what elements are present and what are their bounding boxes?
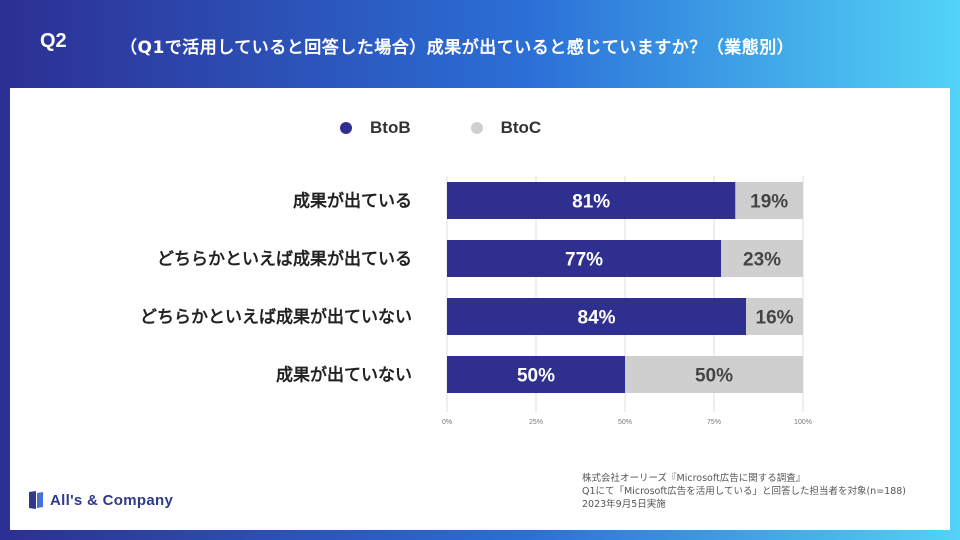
bar-segment-btoc — [735, 182, 803, 219]
footnote-source: 株式会社オーリーズ『Microsoft広告に関する調査』 — [582, 473, 806, 484]
data-label: 84% — [578, 308, 616, 329]
x-tick-label: 25% — [529, 419, 543, 426]
footnote: 株式会社オーリーズ『Microsoft広告に関する調査』 Q1にて「Micros… — [582, 472, 906, 511]
logo-text: All's & Company — [50, 491, 174, 509]
bar-segment-btob — [447, 240, 722, 277]
legend-item-btoc: BtoC — [470, 118, 542, 138]
category-label: どちらかといえば成果が出ている — [157, 249, 412, 270]
bar-segment-btob — [447, 356, 625, 393]
legend-swatch-btob — [340, 122, 352, 134]
question-title: （Q1で活用していると回答した場合）成果が出ていると感じていますか？（業態別） — [120, 38, 795, 58]
legend-label-btoc: BtoC — [500, 118, 542, 137]
data-label: 77% — [565, 250, 603, 271]
legend-label-btob: BtoB — [370, 118, 411, 137]
data-label: 81% — [572, 192, 610, 213]
x-tick-label: 75% — [707, 419, 721, 426]
category-label: どちらかといえば成果が出ていない — [140, 307, 412, 328]
bar-segment-btoc — [721, 240, 803, 277]
legend-item-btob: BtoB — [340, 118, 411, 138]
logo-mark-icon — [29, 491, 43, 509]
chart-panel: BtoB BtoC 0% 25% 50% 75% 100% 成果が出ている 81% 19% どち… — [10, 88, 950, 530]
data-label: 16% — [756, 308, 794, 329]
bar-segment-btoc — [746, 298, 803, 335]
question-number: Q2 — [40, 30, 67, 52]
data-label: 50% — [695, 366, 733, 387]
x-tick-label: 0% — [442, 419, 452, 426]
bar-segment-btoc — [625, 356, 803, 393]
data-label: 50% — [517, 366, 555, 387]
data-label: 19% — [750, 192, 788, 213]
chart-legend: BtoB BtoC — [340, 118, 541, 138]
bar-segment-btob — [447, 298, 747, 335]
category-label: 成果が出ている — [293, 191, 412, 212]
company-logo: All's & Company — [28, 490, 173, 510]
x-tick-label: 100% — [794, 419, 812, 426]
footnote-date: 2023年9月5日実施 — [582, 499, 666, 510]
header-bar: Q2 （Q1で活用していると回答した場合）成果が出ていると感じていますか？（業態… — [0, 0, 960, 88]
data-label: 23% — [743, 250, 781, 271]
legend-swatch-btoc — [470, 122, 483, 134]
x-tick-label: 50% — [618, 419, 632, 426]
stacked-bar-chart: 0% 25% 50% 75% 100% 成果が出ている 81% 19% どちらかといえば成果が出… — [140, 176, 812, 426]
footnote-sample: Q1にて「Microsoft広告を活用している」と回答した担当者を対象(n=18… — [582, 486, 906, 497]
bar-segment-btob — [447, 182, 736, 219]
category-label: 成果が出ていない — [276, 365, 412, 386]
